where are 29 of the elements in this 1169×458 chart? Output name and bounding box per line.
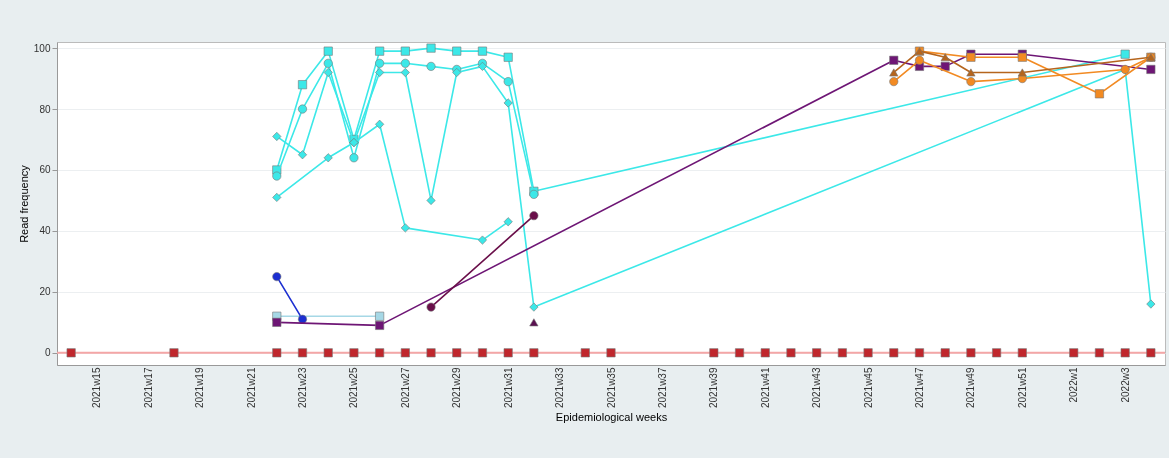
x-tick-label: 2021w21 <box>245 367 257 409</box>
x-tick-label: 2021w25 <box>348 367 360 409</box>
x-tick-label: 2021w39 <box>708 367 720 409</box>
x-axis-title: Epidemiological weeks <box>555 411 668 424</box>
x-tick-label: 2021w29 <box>451 367 463 409</box>
x-tick-label: 2021w15 <box>91 367 103 409</box>
x-tick-label: 2022w1 <box>1068 367 1080 403</box>
x-tick-label: 2021w49 <box>965 367 977 409</box>
x-tick-label: 2021w51 <box>1016 367 1028 409</box>
y-tick-label: 80 <box>39 103 51 115</box>
y-tick-label: 100 <box>33 42 51 54</box>
x-tick-label: 2021w31 <box>502 367 514 409</box>
x-tick-label: 2021w37 <box>656 367 668 409</box>
x-tick-label: 2021w47 <box>913 367 925 409</box>
x-tick-label: 2021w43 <box>811 367 823 409</box>
y-tick-label: 0 <box>44 347 51 359</box>
x-tick-label: 2021w17 <box>142 367 154 409</box>
x-tick-label: 2021w27 <box>399 367 411 409</box>
y-tick-label: 20 <box>39 286 51 298</box>
x-tick-label: 2021w23 <box>297 367 309 409</box>
x-tick-label: 2021w45 <box>862 367 874 409</box>
x-tick-label: 2021w19 <box>194 367 206 409</box>
y-tick-label: 40 <box>39 225 51 237</box>
y-tick-label: 60 <box>39 164 51 176</box>
y-axis-title: Read frequency <box>17 164 30 243</box>
x-tick-label: 2021w33 <box>554 367 566 409</box>
x-tick-label: 2021w35 <box>605 367 617 409</box>
x-tick-label: 2022w3 <box>1119 367 1131 403</box>
x-tick-label: 2021w41 <box>759 367 771 409</box>
